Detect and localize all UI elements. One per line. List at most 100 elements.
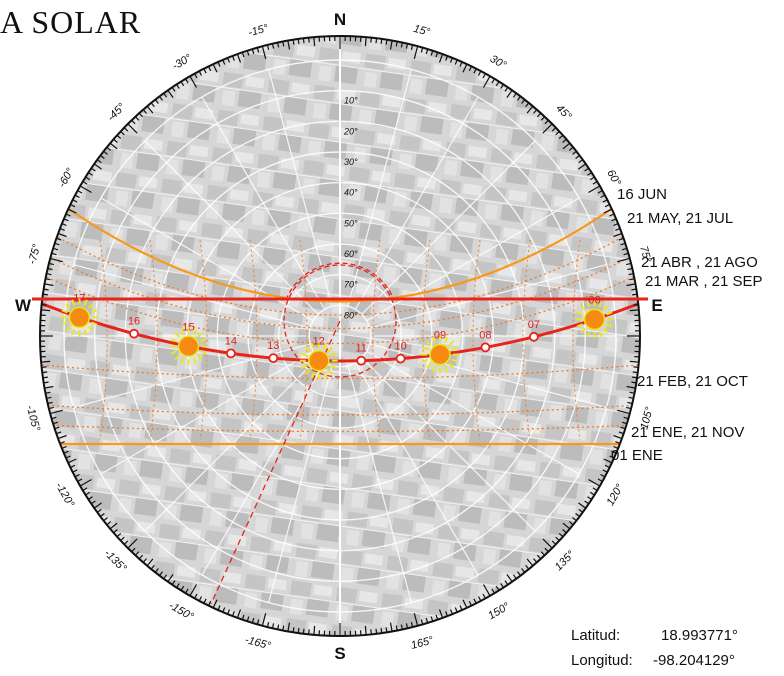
azimuth-label: -105° [24,404,43,433]
azimuth-label: -60° [56,166,77,190]
hour-point [227,349,235,357]
sun-disc [430,345,450,365]
azimuth-label: -135° [102,547,130,575]
altitude-label: 10° [344,96,358,106]
date-label: 16 JUN [617,186,667,203]
hour-label: 17 [73,292,85,304]
degree-tick [314,37,315,46]
degree-tick [365,37,366,46]
hour-point [269,354,277,362]
degree-tick [630,310,639,311]
south-label: S [334,644,345,663]
azimuth-label: -15° [247,22,270,39]
hour-label: 09 [434,330,446,342]
hour-point [530,333,538,341]
degree-tick [371,629,372,634]
east-label: E [651,296,662,315]
altitude-label: 80° [344,310,358,320]
azimuth-label: 165° [410,634,436,652]
latitude-value: 18.993771° [661,627,738,644]
azimuth-label: -30° [170,52,194,73]
hour-label: 06 [588,294,600,306]
west-label: W [15,296,32,315]
date-label: 21 MAR , 21 SEP [645,273,763,290]
degree-tick [631,289,636,290]
degree-tick [633,367,638,368]
hour-label: 12 [313,336,325,348]
hour-label: 11 [355,343,366,355]
hour-label: 16 [128,316,140,328]
longitude-value: -98.204129° [653,652,735,669]
degree-tick [633,305,638,306]
degree-tick [303,38,304,43]
azimuth-label: 135° [553,548,578,573]
altitude-label: 70° [344,280,358,290]
date-label: 21 ENE, 21 NOV [631,424,744,441]
degree-tick [631,382,636,383]
hour-label: 10 [394,341,406,353]
azimuth-label: -165° [243,634,272,653]
azimuth-label: 30° [488,53,509,72]
degree-tick [376,629,377,634]
sun-disc [309,351,329,371]
degree-tick [41,310,50,311]
altitude-label: 40° [344,188,358,198]
degree-tick [298,628,299,633]
degree-tick [293,627,294,632]
degree-tick [44,382,49,383]
degree-tick [41,361,50,362]
degree-tick [303,629,304,634]
degree-tick [309,629,310,634]
azimuth-label: -120° [53,481,77,510]
azimuth-label: 150° [486,600,512,622]
sun-disc [69,307,89,327]
degree-tick [298,39,299,44]
latitude-label: Latitud: [571,627,661,644]
degree-tick [381,628,382,633]
hour-label: 07 [528,319,540,331]
date-label: 21 ABR , 21 AGO [641,254,758,271]
hour-label: 08 [479,329,491,341]
date-label: 21 FEB, 21 OCT [637,373,748,390]
degree-tick [386,627,387,632]
degree-tick [293,40,294,45]
azimuth-label: 120° [604,482,626,508]
hour-point [130,330,138,338]
date-label: 01 ENE [611,447,663,464]
hour-label: 14 [225,335,237,347]
degree-tick [386,40,387,45]
azimuth-label: -75° [26,242,43,265]
degree-tick [309,38,310,43]
sun-disc [179,336,199,356]
altitude-label: 60° [344,249,358,259]
latitude-row: Latitud:18.993771° [571,627,738,644]
degree-tick [42,305,47,306]
azimuth-label: 15° [412,23,432,39]
north-label: N [334,10,346,29]
longitude-row: Longitud:-98.204129° [571,652,735,669]
hour-point [481,343,489,351]
degree-tick [630,361,639,362]
degree-tick [43,294,48,295]
azimuth-label: -150° [167,600,196,624]
page-title: A SOLAR [0,4,141,41]
azimuth-label: -45° [105,101,128,124]
degree-tick [365,626,366,635]
altitude-label: 30° [344,157,358,167]
degree-tick [371,38,372,43]
altitude-label: 50° [344,218,358,228]
hour-point [397,355,405,363]
degree-tick [314,626,315,635]
sun-disc [585,309,605,329]
degree-tick [44,289,49,290]
azimuth-label: 45° [553,102,574,123]
hour-label: 15 [182,321,194,333]
hour-point [357,357,365,365]
altitude-label: 20° [343,126,358,136]
longitude-label: Longitud: [571,652,653,669]
degree-tick [43,377,48,378]
degree-tick [376,38,377,43]
degree-tick [632,294,637,295]
